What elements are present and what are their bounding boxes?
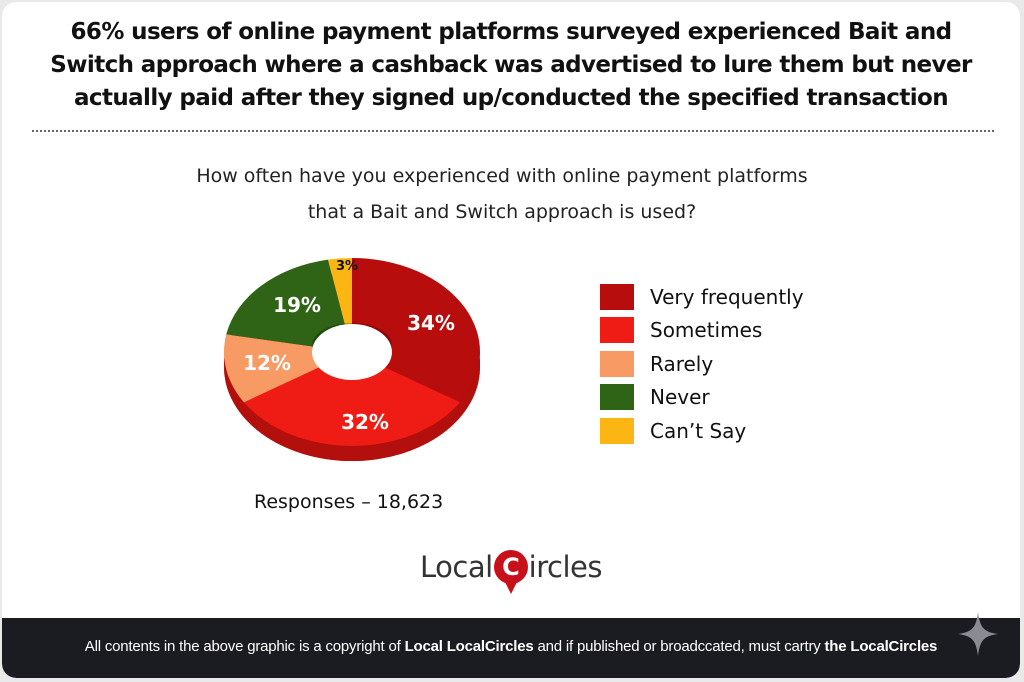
legend-swatch [600, 350, 634, 377]
legend-swatch [600, 283, 634, 310]
copyright-text: All contents in the above graphic is a c… [2, 638, 1020, 655]
footer-text-2: and if published or broadccated, must ca… [533, 638, 825, 655]
copyright-footer: All contents in the above graphic is a c… [2, 618, 1020, 678]
legend-swatch [600, 317, 634, 344]
legend-label: Can’t Say [650, 418, 747, 443]
headline-line-1: 66% users of online payment platforms su… [70, 19, 953, 45]
chart-legend: Very frequently Sometimes Rarely Never C… [600, 280, 804, 448]
sparkle-icon [958, 612, 998, 656]
headline-line-3: actually paid after they signed up/condu… [74, 85, 949, 111]
logo-text-right: ircles [528, 550, 603, 584]
slice-label-sometimes: 32% [341, 410, 389, 434]
footer-text-1: All contents in the above graphic is a c… [84, 638, 405, 655]
slice-never [226, 259, 352, 352]
legend-label: Rarely [650, 351, 714, 376]
legend-item-never: Never [600, 381, 804, 415]
slice-label-never: 19% [273, 293, 321, 317]
slice-sometimes [243, 352, 461, 446]
donut-side-wall [224, 352, 480, 461]
logo-pin-icon: C [493, 550, 528, 594]
legend-swatch [600, 417, 634, 444]
localcircles-logo: Local C ircles [420, 550, 603, 594]
question-line-2: that a Bait and Switch approach is used? [307, 201, 697, 223]
dotted-divider [32, 130, 994, 132]
legend-item-cant-say: Can’t Say [600, 414, 804, 448]
slice-label-very-frequently: 34% [407, 311, 455, 335]
footer-brand-2: the LocalCircles [824, 638, 938, 655]
slice-label-rarely: 12% [243, 351, 291, 375]
headline: 66% users of online payment platforms su… [2, 16, 1020, 115]
legend-label: Never [650, 385, 710, 410]
legend-swatch [600, 384, 634, 411]
legend-item-sometimes: Sometimes [600, 314, 804, 348]
donut-hole [312, 324, 392, 380]
footer-brand-1: Local LocalCircles [404, 638, 534, 655]
survey-question: How often have you experienced with onli… [2, 158, 1002, 230]
slice-label-cant-say: 3% [336, 259, 358, 274]
logo-text-left: Local [420, 550, 493, 584]
headline-line-2: Switch approach where a cashback was adv… [50, 52, 972, 78]
question-line-1: How often have you experienced with onli… [196, 165, 808, 187]
responses-count: Responses – 18,623 [254, 491, 444, 513]
donut-chart: 34% 32% 12% 19% 3% [224, 258, 480, 461]
legend-item-very-frequently: Very frequently [600, 280, 804, 314]
legend-label: Sometimes [650, 318, 763, 343]
legend-label: Very frequently [650, 284, 804, 309]
legend-item-rarely: Rarely [600, 347, 804, 381]
